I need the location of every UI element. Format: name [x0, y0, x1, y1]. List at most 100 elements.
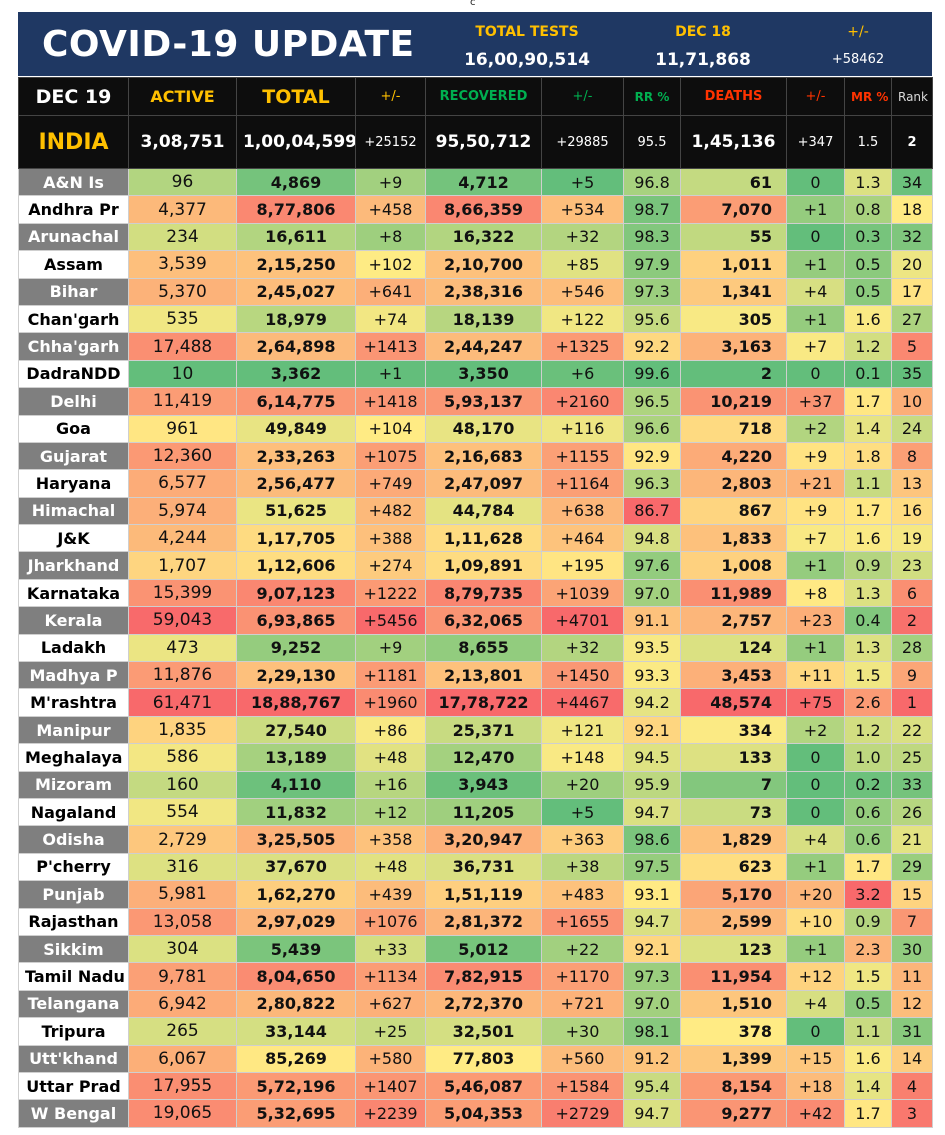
cell-total-change: +48	[356, 744, 426, 771]
cell-recovered: 12,470	[426, 744, 542, 771]
cell-rank: 11	[892, 963, 933, 990]
cell-rank: 4	[892, 1072, 933, 1099]
cell-deaths: 867	[681, 497, 787, 524]
cell-recovered: 2,44,247	[426, 333, 542, 360]
cell-deaths-change: +21	[787, 470, 845, 497]
table-row: Assam 3,539 2,15,250 +102 2,10,700 +85 97.9 1,0…	[19, 251, 933, 278]
day-tests-value: 11,71,868	[648, 50, 758, 70]
cell-recovered-change: +116	[542, 415, 624, 442]
cell-total-change: +458	[356, 196, 426, 223]
cell-mr: 1.4	[845, 1072, 892, 1099]
cell-total-change: +1960	[356, 689, 426, 716]
cell-total: 33,144	[237, 1018, 356, 1045]
cell-rr: 98.7	[624, 196, 681, 223]
table-row: Manipur 1,835 27,540 +86 25,371 +121 92.1 334 +2…	[19, 716, 933, 743]
cell-recovered: 5,93,137	[426, 388, 542, 415]
cell-deaths: 305	[681, 305, 787, 332]
table-row: J&K 4,244 1,17,705 +388 1,11,628 +464 94.8 1,83…	[19, 525, 933, 552]
state-name-cell: Chha'garh	[19, 333, 129, 360]
state-name-cell: Nagaland	[19, 798, 129, 825]
cell-rank: 10	[892, 388, 933, 415]
cell-recovered: 5,46,087	[426, 1072, 542, 1099]
cell-mr: 0.1	[845, 360, 892, 387]
cell-total-change: +580	[356, 1045, 426, 1072]
cell-total: 49,849	[237, 415, 356, 442]
cell-rr: 95.6	[624, 305, 681, 332]
cell-total: 5,32,695	[237, 1100, 356, 1127]
cell-recovered-change: +32	[542, 223, 624, 250]
cell-total: 1,12,606	[237, 552, 356, 579]
cell-deaths: 623	[681, 853, 787, 880]
cell-total-change: +1222	[356, 579, 426, 606]
table-row: Punjab 5,981 1,62,270 +439 1,51,119 +483 93.1 5…	[19, 881, 933, 908]
col-header-rr: RR %	[624, 78, 681, 116]
cell-mr: 1.3	[845, 634, 892, 661]
cell-recovered-change: +2160	[542, 388, 624, 415]
cell-active: 59,043	[129, 607, 237, 634]
cell-deaths: 4,220	[681, 442, 787, 469]
cell-deaths: 3,453	[681, 662, 787, 689]
state-name-cell: Gujarat	[19, 442, 129, 469]
cell-total-change: +74	[356, 305, 426, 332]
table-row: Jharkhand 1,707 1,12,606 +274 1,09,891 +195 97…	[19, 552, 933, 579]
table-row: P'cherry 316 37,670 +48 36,731 +38 97.5 623 +1 1.…	[19, 853, 933, 880]
cell-total: 2,29,130	[237, 662, 356, 689]
cell-rr: 96.5	[624, 388, 681, 415]
state-name-cell: Delhi	[19, 388, 129, 415]
cell-active: 6,577	[129, 470, 237, 497]
india-cell-recovered-change: +29885	[542, 116, 624, 169]
table-row: Tamil Nadu 9,781 8,04,650 +1134 7,82,915 +117…	[19, 963, 933, 990]
state-name-cell: DadraNDD	[19, 360, 129, 387]
cell-active: 9,781	[129, 963, 237, 990]
cell-active: 1,835	[129, 716, 237, 743]
state-name-cell: Arunachal	[19, 223, 129, 250]
cell-total: 5,439	[237, 935, 356, 962]
cell-rr: 92.2	[624, 333, 681, 360]
cell-rank: 20	[892, 251, 933, 278]
cell-recovered: 2,13,801	[426, 662, 542, 689]
state-name-cell: Odisha	[19, 826, 129, 853]
cell-recovered-change: +4467	[542, 689, 624, 716]
cell-rank: 19	[892, 525, 933, 552]
cell-total: 4,110	[237, 771, 356, 798]
cell-deaths-change: +1	[787, 251, 845, 278]
cell-total: 18,88,767	[237, 689, 356, 716]
cell-rr: 96.8	[624, 169, 681, 196]
cell-recovered-change: +1155	[542, 442, 624, 469]
cell-total-change: +25	[356, 1018, 426, 1045]
table-row: Odisha 2,729 3,25,505 +358 3,20,947 +363 98.6 1…	[19, 826, 933, 853]
cell-total-change: +16	[356, 771, 426, 798]
cell-mr: 1.2	[845, 716, 892, 743]
cell-rr: 96.6	[624, 415, 681, 442]
cell-mr: 1.8	[845, 442, 892, 469]
cell-recovered: 1,51,119	[426, 881, 542, 908]
cell-active: 19,065	[129, 1100, 237, 1127]
cell-recovered-change: +122	[542, 305, 624, 332]
cell-rank: 5	[892, 333, 933, 360]
col-header-total-change: +/-	[356, 78, 426, 116]
cell-deaths: 2,803	[681, 470, 787, 497]
cell-recovered: 48,170	[426, 415, 542, 442]
cell-deaths-change: +4	[787, 826, 845, 853]
cell-mr: 1.2	[845, 333, 892, 360]
cell-deaths-change: +10	[787, 908, 845, 935]
cell-rank: 29	[892, 853, 933, 880]
cell-total-change: +1418	[356, 388, 426, 415]
cell-recovered: 3,20,947	[426, 826, 542, 853]
cell-deaths: 73	[681, 798, 787, 825]
cell-total-change: +1075	[356, 442, 426, 469]
cell-deaths: 3,163	[681, 333, 787, 360]
cell-rank: 18	[892, 196, 933, 223]
cell-recovered-change: +1325	[542, 333, 624, 360]
page-title: COVID-19 UPDATE	[42, 24, 415, 65]
cell-recovered: 25,371	[426, 716, 542, 743]
cell-deaths: 334	[681, 716, 787, 743]
cell-total: 11,832	[237, 798, 356, 825]
cell-mr: 0.8	[845, 196, 892, 223]
state-name-cell: Sikkim	[19, 935, 129, 962]
cell-rank: 28	[892, 634, 933, 661]
cell-recovered-change: +1584	[542, 1072, 624, 1099]
cell-deaths-change: +1	[787, 552, 845, 579]
cell-recovered: 2,81,372	[426, 908, 542, 935]
cell-rank: 30	[892, 935, 933, 962]
